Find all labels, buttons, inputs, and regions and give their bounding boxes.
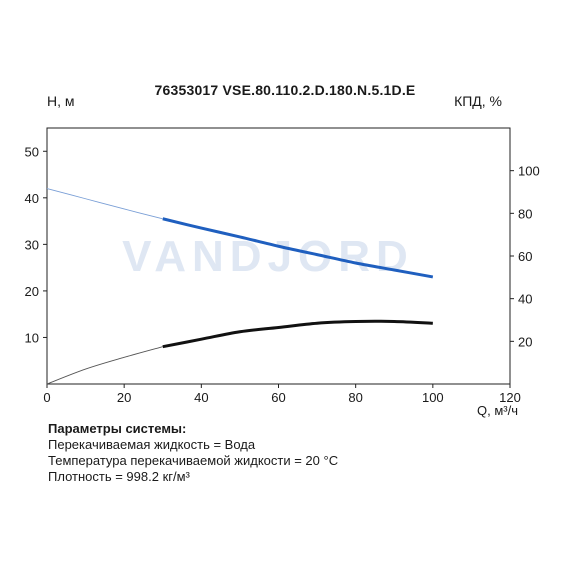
chart-title: 76353017 VSE.80.110.2.D.180.N.5.1D.E	[154, 82, 416, 98]
y-left-tick-label: 20	[25, 284, 39, 299]
param-line-temperature: Температура перекачиваемой жидкости = 20…	[48, 453, 339, 468]
x-tick-label: 120	[499, 390, 521, 405]
param-line-fluid: Перекачиваемая жидкость = Вода	[48, 437, 256, 452]
x-tick-label: 80	[348, 390, 362, 405]
y-right-tick-label: 20	[518, 334, 532, 349]
x-axis-ticks: 0 20 40 60 80 100 120	[43, 384, 521, 405]
x-tick-label: 0	[43, 390, 50, 405]
y-left-tick-label: 50	[25, 144, 39, 159]
y-axis-left-ticks: 10 20 30 40 50	[25, 144, 47, 345]
y-right-tick-label: 80	[518, 206, 532, 221]
system-parameters: Параметры системы: Перекачиваемая жидкос…	[48, 421, 338, 485]
y-right-tick-label: 100	[518, 164, 540, 179]
y-right-tick-label: 40	[518, 292, 532, 307]
param-line-density: Плотность = 998.2 кг/м³	[48, 469, 190, 484]
y-left-tick-label: 10	[25, 330, 39, 345]
y-left-tick-label: 30	[25, 237, 39, 252]
x-tick-label: 40	[194, 390, 208, 405]
watermark: VANDJORD	[122, 232, 414, 281]
head-curve-extension	[46, 188, 163, 220]
y-right-tick-label: 60	[518, 249, 532, 264]
y-axis-right-ticks: 20 40 60 80 100	[510, 164, 540, 349]
y-axis-right-title: КПД, %	[454, 93, 502, 109]
x-tick-label: 60	[271, 390, 285, 405]
params-header: Параметры системы:	[48, 421, 187, 436]
efficiency-curve-extension	[46, 346, 163, 385]
x-tick-label: 100	[422, 390, 444, 405]
y-axis-left-title: H, м	[47, 93, 75, 109]
series-layer	[46, 188, 434, 385]
head-curve	[162, 217, 434, 279]
y-left-tick-label: 40	[25, 191, 39, 206]
x-tick-label: 20	[117, 390, 131, 405]
efficiency-curve	[162, 319, 433, 349]
watermark-text: VANDJORD	[122, 232, 414, 281]
x-axis-title: Q, м³/ч	[477, 403, 518, 418]
